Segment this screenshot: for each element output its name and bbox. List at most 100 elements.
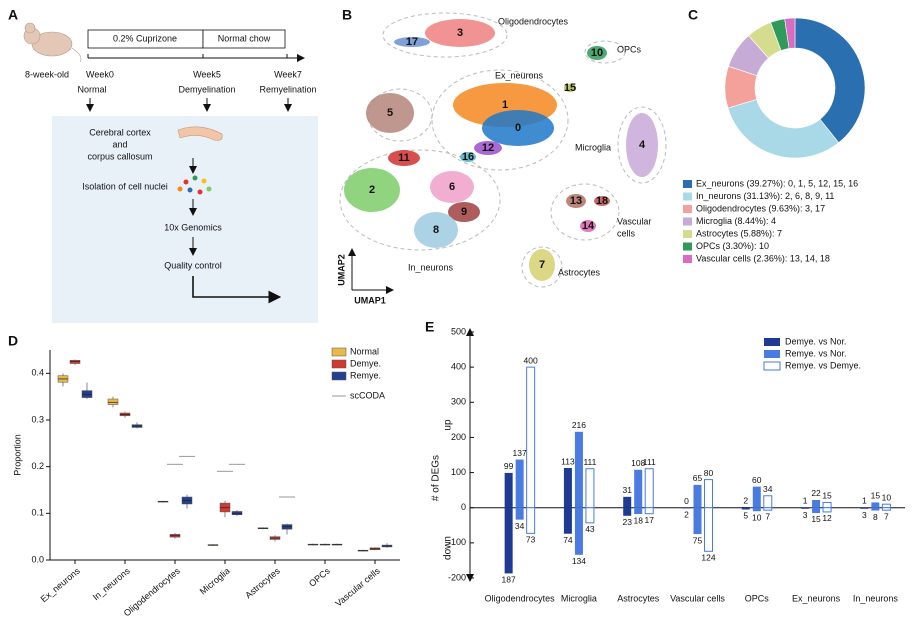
pie-slice [794,17,866,144]
workflow-step: 10x Genomics [164,222,222,232]
legend-swatch [683,230,692,238]
bar [623,496,632,508]
tissue-icon [177,126,223,141]
data-label: 0 [684,496,689,506]
state: Remyelination [259,84,316,94]
data-label: 187 [502,575,516,585]
treatment: Normal chow [218,33,271,43]
data-label: 8 [873,512,878,522]
bar [563,468,572,508]
treatment: 0.2% Cuprizone [113,33,177,43]
week: Week7 [274,69,302,79]
cluster-cloud [460,152,476,162]
panel-label: E [425,319,434,335]
bar [585,507,595,524]
data-label: 80 [704,468,714,478]
y-tick-label: -200 [448,572,466,582]
state: Demyelination [178,84,235,94]
bar [801,507,810,509]
cluster-cloud [448,202,480,222]
bar [574,431,583,508]
cluster-cloud [414,212,458,248]
workflow-step: corpus callosum [87,151,152,161]
bar [574,507,583,555]
mouse-icon [23,22,82,63]
bar [526,507,536,534]
legend-swatch [331,347,347,357]
cluster-cloud [587,46,607,60]
bar [585,468,595,509]
x-tick-label: Ex_neurons [39,565,83,604]
pie-slice [727,99,840,159]
data-label: 74 [563,535,573,545]
x-tick-label: Microglia [198,566,232,597]
cluster-label: 8 [433,224,439,236]
workflow-arrows [189,158,282,304]
data-label: 400 [524,355,538,365]
bar [563,507,572,534]
bar [752,486,761,508]
data-label: 10 [882,492,892,502]
bar [741,507,750,510]
umap-x-label: UMAP1 [354,295,386,305]
umap: 3 17 10 15 10 5 12 16 4 11 2 6 9 8 13 18 14 7 [339,12,667,288]
cluster-label: 4 [639,139,646,151]
cluster-label: 7 [539,259,545,271]
x-tick-label: Vascular cells [670,593,725,603]
bar [871,502,880,508]
bar [812,499,821,508]
mouse-age: 8-week-old [25,69,69,79]
data-label: 34 [515,521,525,531]
cluster-label: 6 [449,181,455,193]
cluster-label: 16 [462,151,474,163]
data-label: 17 [644,515,654,525]
legend-swatch [683,205,692,213]
data-label: 137 [513,448,527,458]
bar [822,501,832,509]
workflow-step: and [112,139,127,149]
cluster-label: 18 [596,195,608,207]
legend-swatch [683,192,692,201]
bar [693,484,702,508]
bar [644,468,654,509]
cluster-cloud [430,171,474,203]
cluster-label: 9 [461,206,467,218]
y-tick-label: 0.0 [31,554,44,564]
cluster-cloud [566,194,586,208]
data-label: 43 [585,524,595,534]
legend-label: Ex_neurons (39.27%): 0, 1, 5, 12, 15, 16 [696,178,858,188]
week: Week0 [86,69,114,79]
legend-swatch [683,217,692,226]
data-label: 1 [803,496,808,506]
legend-label: Normal [350,346,379,356]
bar [741,507,750,508]
legend-swatch [764,350,780,358]
cluster-cloud [366,93,414,133]
cluster-label: 10 [591,47,603,59]
data-label: 111 [583,457,596,467]
workflow-step: Cerebral cortex [89,127,151,137]
workflow-step: Quality control [164,260,222,270]
data-label: 113 [561,456,575,466]
bar [752,507,761,512]
cluster-label: 17 [406,36,418,48]
y-tick-label: 500 [451,326,466,336]
group-outline [521,246,563,288]
x-tick-label: Ex_neurons [792,593,841,603]
y-axis-label: Proportion [12,434,22,476]
cluster-label: 5 [387,107,393,119]
data-label: 23 [622,517,632,527]
workflow-box [52,116,318,323]
legend-label: Demye. [350,358,381,368]
cluster-cloud [626,113,658,177]
data-label: 99 [504,461,514,471]
cluster-label: 2 [369,184,375,196]
y-tick-label: 100 [451,467,466,477]
data-label: 124 [701,553,715,563]
data-label: 1 [862,496,867,506]
data-label: 15 [822,491,832,501]
timeline-box [202,29,286,49]
bar [881,503,891,509]
cell-type-label: cells [617,228,636,238]
